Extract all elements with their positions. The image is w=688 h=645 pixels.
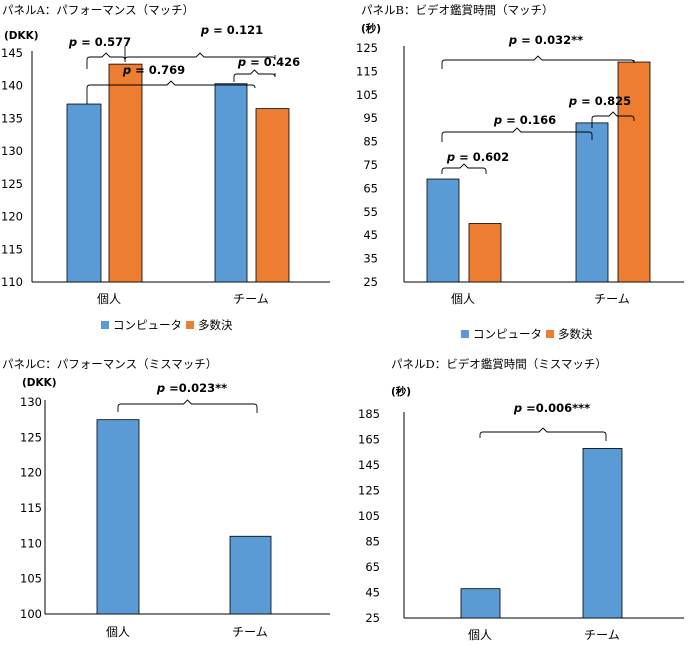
panel-b-p-value-label: p = 0.032** [508, 33, 583, 47]
panel-d-y-tick-label: 45 [365, 586, 380, 600]
panel-b-bar [617, 61, 651, 283]
legend-label-computer: コンピュータ [473, 327, 542, 341]
panel-b-unit: (秒) [361, 23, 382, 35]
panel-b-y-tick-label: 85 [363, 135, 378, 149]
panel-b-category-label: 個人 [451, 292, 475, 306]
panel-d-bar [582, 448, 623, 619]
panel-a-bracket [124, 46, 276, 61]
panel-d-category-label: 個人 [468, 628, 492, 642]
panel-b-bar [468, 223, 502, 283]
panel-c-y-tick-label: 115 [20, 501, 42, 515]
panel-a-bracket [86, 80, 256, 104]
panel-d-unit: (秒) [391, 386, 412, 398]
panel-a-bracket [233, 69, 276, 82]
panel-c-category-label: 個人 [106, 625, 130, 639]
legend-a: コンピュータ 多数決 [101, 317, 233, 333]
panel-d-bar [460, 588, 501, 619]
legend-swatch-majority [546, 330, 554, 338]
panel-b-bracket [441, 127, 593, 142]
panel-b-y-tick-label: 105 [356, 88, 378, 102]
panel-a-y-tick-label: 125 [1, 177, 23, 191]
panel-c-y-tick-label: 100 [20, 607, 42, 621]
panel-a-y-tick-label: 110 [1, 275, 23, 289]
panel-c-y-tick-label: 125 [20, 430, 42, 444]
panel-c-y-tick-label: 130 [20, 395, 42, 409]
panel-a-y-tick-label: 120 [1, 210, 23, 224]
legend-swatch-computer [461, 330, 469, 338]
panel-b-bracket [441, 163, 487, 174]
panel-c-bar [96, 419, 140, 615]
panel-a-bar [108, 63, 143, 283]
panel-c-bracket [117, 399, 258, 413]
panel-a-bar [214, 83, 248, 283]
panel-c-y-tick-label: 120 [20, 466, 42, 480]
panel-c-y-tick-label: 110 [20, 536, 42, 550]
legend-label-majority: 多数決 [198, 318, 233, 332]
legend-swatch-majority [186, 321, 194, 329]
panel-b-y-tick-label: 35 [363, 252, 378, 266]
panel-b-category-label: チーム [594, 292, 630, 306]
legend-label-majority: 多数決 [558, 327, 593, 341]
panel-a-unit: (DKK) [4, 30, 39, 42]
panel-d-category-label: チーム [584, 628, 620, 642]
panel-d-bracket [479, 427, 607, 441]
panel-b-y-tick-label: 95 [363, 111, 378, 125]
panel-a-p-value-label: p = 0.121 [200, 23, 263, 37]
panel-b-y-tick-label: 45 [363, 228, 378, 242]
panel-c-p-value-label: p =0.023** [156, 381, 227, 395]
panel-c-y-tick-label: 105 [20, 572, 42, 586]
panel-b-y-tick-label: 75 [363, 158, 378, 172]
panel-b-p-value-label: p = 0.825 [568, 94, 631, 108]
panel-d-y-tick-label: 125 [358, 484, 380, 498]
panel-d-y-tick-label: 25 [365, 611, 380, 625]
panel-b-title: パネルB：ビデオ鑑賞時間（マッチ） [361, 3, 554, 17]
panel-a-y-tick-label: 135 [1, 111, 23, 125]
panel-a-y-tick-label: 145 [1, 46, 23, 60]
panel-b-y-tick-label: 115 [356, 64, 378, 78]
panel-c-unit: (DKK) [22, 377, 57, 389]
panel-b-bracket [591, 111, 635, 128]
panel-c-bar [229, 535, 272, 615]
panel-d-p-value-label: p =0.006*** [513, 401, 590, 415]
legend-label-computer: コンピュータ [113, 318, 182, 332]
legend-b: コンピュータ 多数決 [461, 326, 593, 342]
panel-a-y-tick-label: 140 [1, 79, 23, 93]
panel-d-y-tick-label: 185 [358, 407, 380, 421]
panel-b-bracket [441, 55, 635, 69]
panel-d-y-tick-label: 145 [358, 458, 380, 472]
panel-a-p-value-label: p = 0.426 [237, 55, 300, 69]
panel-d-y-tick-label: 105 [358, 509, 380, 523]
panel-b-y-tick-label: 65 [363, 181, 378, 195]
panel-b-bar [575, 122, 609, 283]
panel-b-y-tick-label: 25 [363, 275, 378, 289]
panel-a-y-tick-label: 115 [1, 242, 23, 256]
panel-d-title: パネルD：ビデオ鑑賞時間（ミスマッチ） [391, 357, 607, 371]
panel-a-p-value-label: p = 0.769 [122, 63, 185, 77]
panel-b-y-tick-label: 125 [356, 41, 378, 55]
panel-a-bar [255, 108, 290, 283]
panel-b-y-tick-label: 55 [363, 205, 378, 219]
panel-c-category-label: チーム [232, 625, 268, 639]
panel-d-y-tick-label: 65 [365, 560, 380, 574]
panel-b-p-value-label: p = 0.166 [493, 113, 556, 127]
panel-a-y-tick-label: 130 [1, 144, 23, 158]
panel-a-title: パネルA：パフォーマンス（マッチ） [2, 3, 195, 17]
panel-a-category-label: 個人 [97, 292, 121, 306]
panel-a-p-value-label: p = 0.577 [68, 35, 131, 49]
panel-b-bar [426, 178, 460, 283]
panel-d-y-tick-label: 85 [365, 535, 380, 549]
panel-b-p-value-label: p = 0.602 [446, 150, 509, 164]
panel-a-bar [66, 103, 102, 283]
panel-c-title: パネルC：パフォーマンス（ミスマッチ） [2, 357, 218, 371]
legend-swatch-computer [101, 321, 109, 329]
panel-a-category-label: チーム [233, 292, 269, 306]
panel-d-y-tick-label: 165 [358, 433, 380, 447]
